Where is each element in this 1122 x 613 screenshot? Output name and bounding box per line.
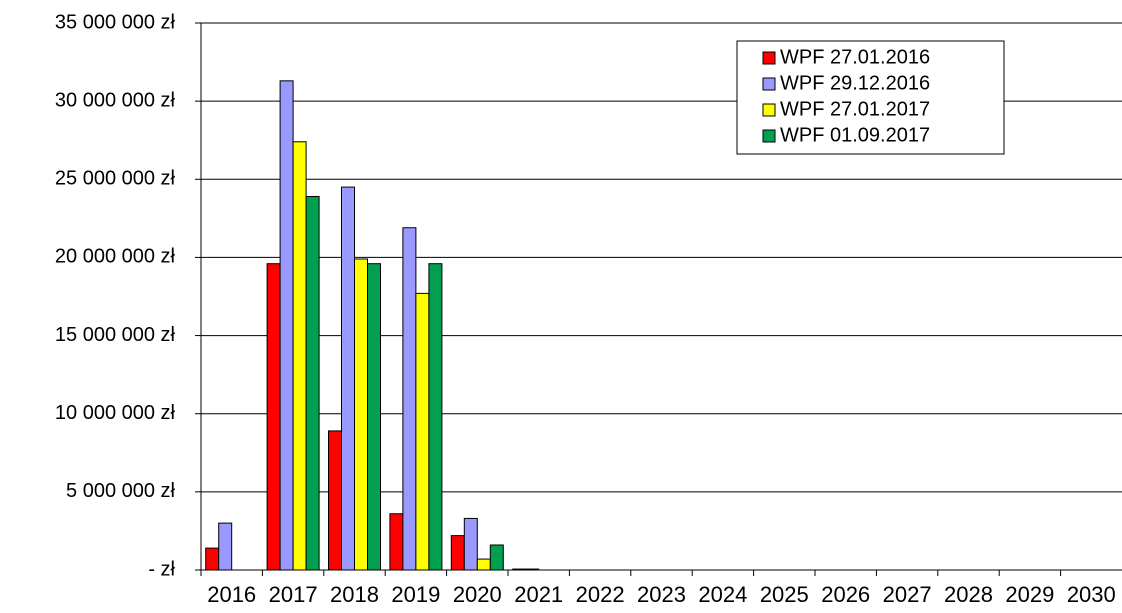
legend-swatch	[762, 129, 776, 143]
y-tick-label: - zł	[148, 558, 175, 580]
bar	[279, 80, 294, 571]
x-tick-label: 2027	[883, 582, 932, 607]
legend-label: WPF 01.09.2017	[780, 124, 930, 146]
x-tick-label: 2026	[821, 582, 870, 607]
legend-swatch	[762, 51, 776, 65]
x-tick-label: 2028	[944, 582, 993, 607]
legend-label: WPF 29.12.2016	[780, 72, 930, 94]
x-tick-label: 2024	[698, 582, 747, 607]
x-tick-label: 2021	[514, 582, 563, 607]
bar	[489, 544, 504, 571]
legend-box	[736, 40, 1005, 155]
legend-swatch	[762, 103, 776, 117]
bar	[218, 522, 233, 571]
x-tick-label: 2030	[1067, 582, 1116, 607]
bar	[266, 263, 281, 571]
x-tick-label: 2023	[637, 582, 686, 607]
y-tick-label: 20 000 000 zł	[55, 246, 176, 268]
bar	[450, 535, 465, 571]
bar	[402, 227, 417, 571]
x-tick-label: 2025	[760, 582, 809, 607]
x-tick-label: 2017	[269, 582, 318, 607]
bar	[476, 558, 491, 571]
x-tick-label: 2020	[453, 582, 502, 607]
x-tick-label: 2016	[207, 582, 256, 607]
x-tick-label: 2018	[330, 582, 379, 607]
bar	[463, 517, 478, 571]
legend-label: WPF 27.01.2017	[780, 98, 930, 120]
x-tick-label: 2029	[1005, 582, 1054, 607]
bar	[367, 263, 381, 571]
bar	[305, 195, 320, 571]
y-tick-label: 30 000 000 zł	[55, 89, 176, 111]
bar	[428, 263, 443, 571]
y-tick-label: 5 000 000 zł	[66, 480, 176, 502]
y-tick-label: 10 000 000 zł	[55, 402, 176, 424]
y-tick-label: 15 000 000 zł	[55, 324, 176, 346]
bar	[328, 430, 342, 571]
bar	[205, 547, 220, 571]
bar	[354, 258, 368, 571]
x-tick-label: 2022	[576, 582, 625, 607]
bar	[415, 292, 430, 571]
bar	[389, 513, 404, 571]
y-tick-label: 35 000 000 zł	[55, 11, 176, 33]
y-tick-label: 25 000 000 zł	[55, 168, 176, 190]
bar	[341, 186, 355, 571]
legend-label: WPF 27.01.2016	[780, 46, 930, 68]
bar	[292, 141, 307, 571]
x-tick-label: 2019	[391, 582, 440, 607]
legend-swatch	[762, 77, 776, 91]
